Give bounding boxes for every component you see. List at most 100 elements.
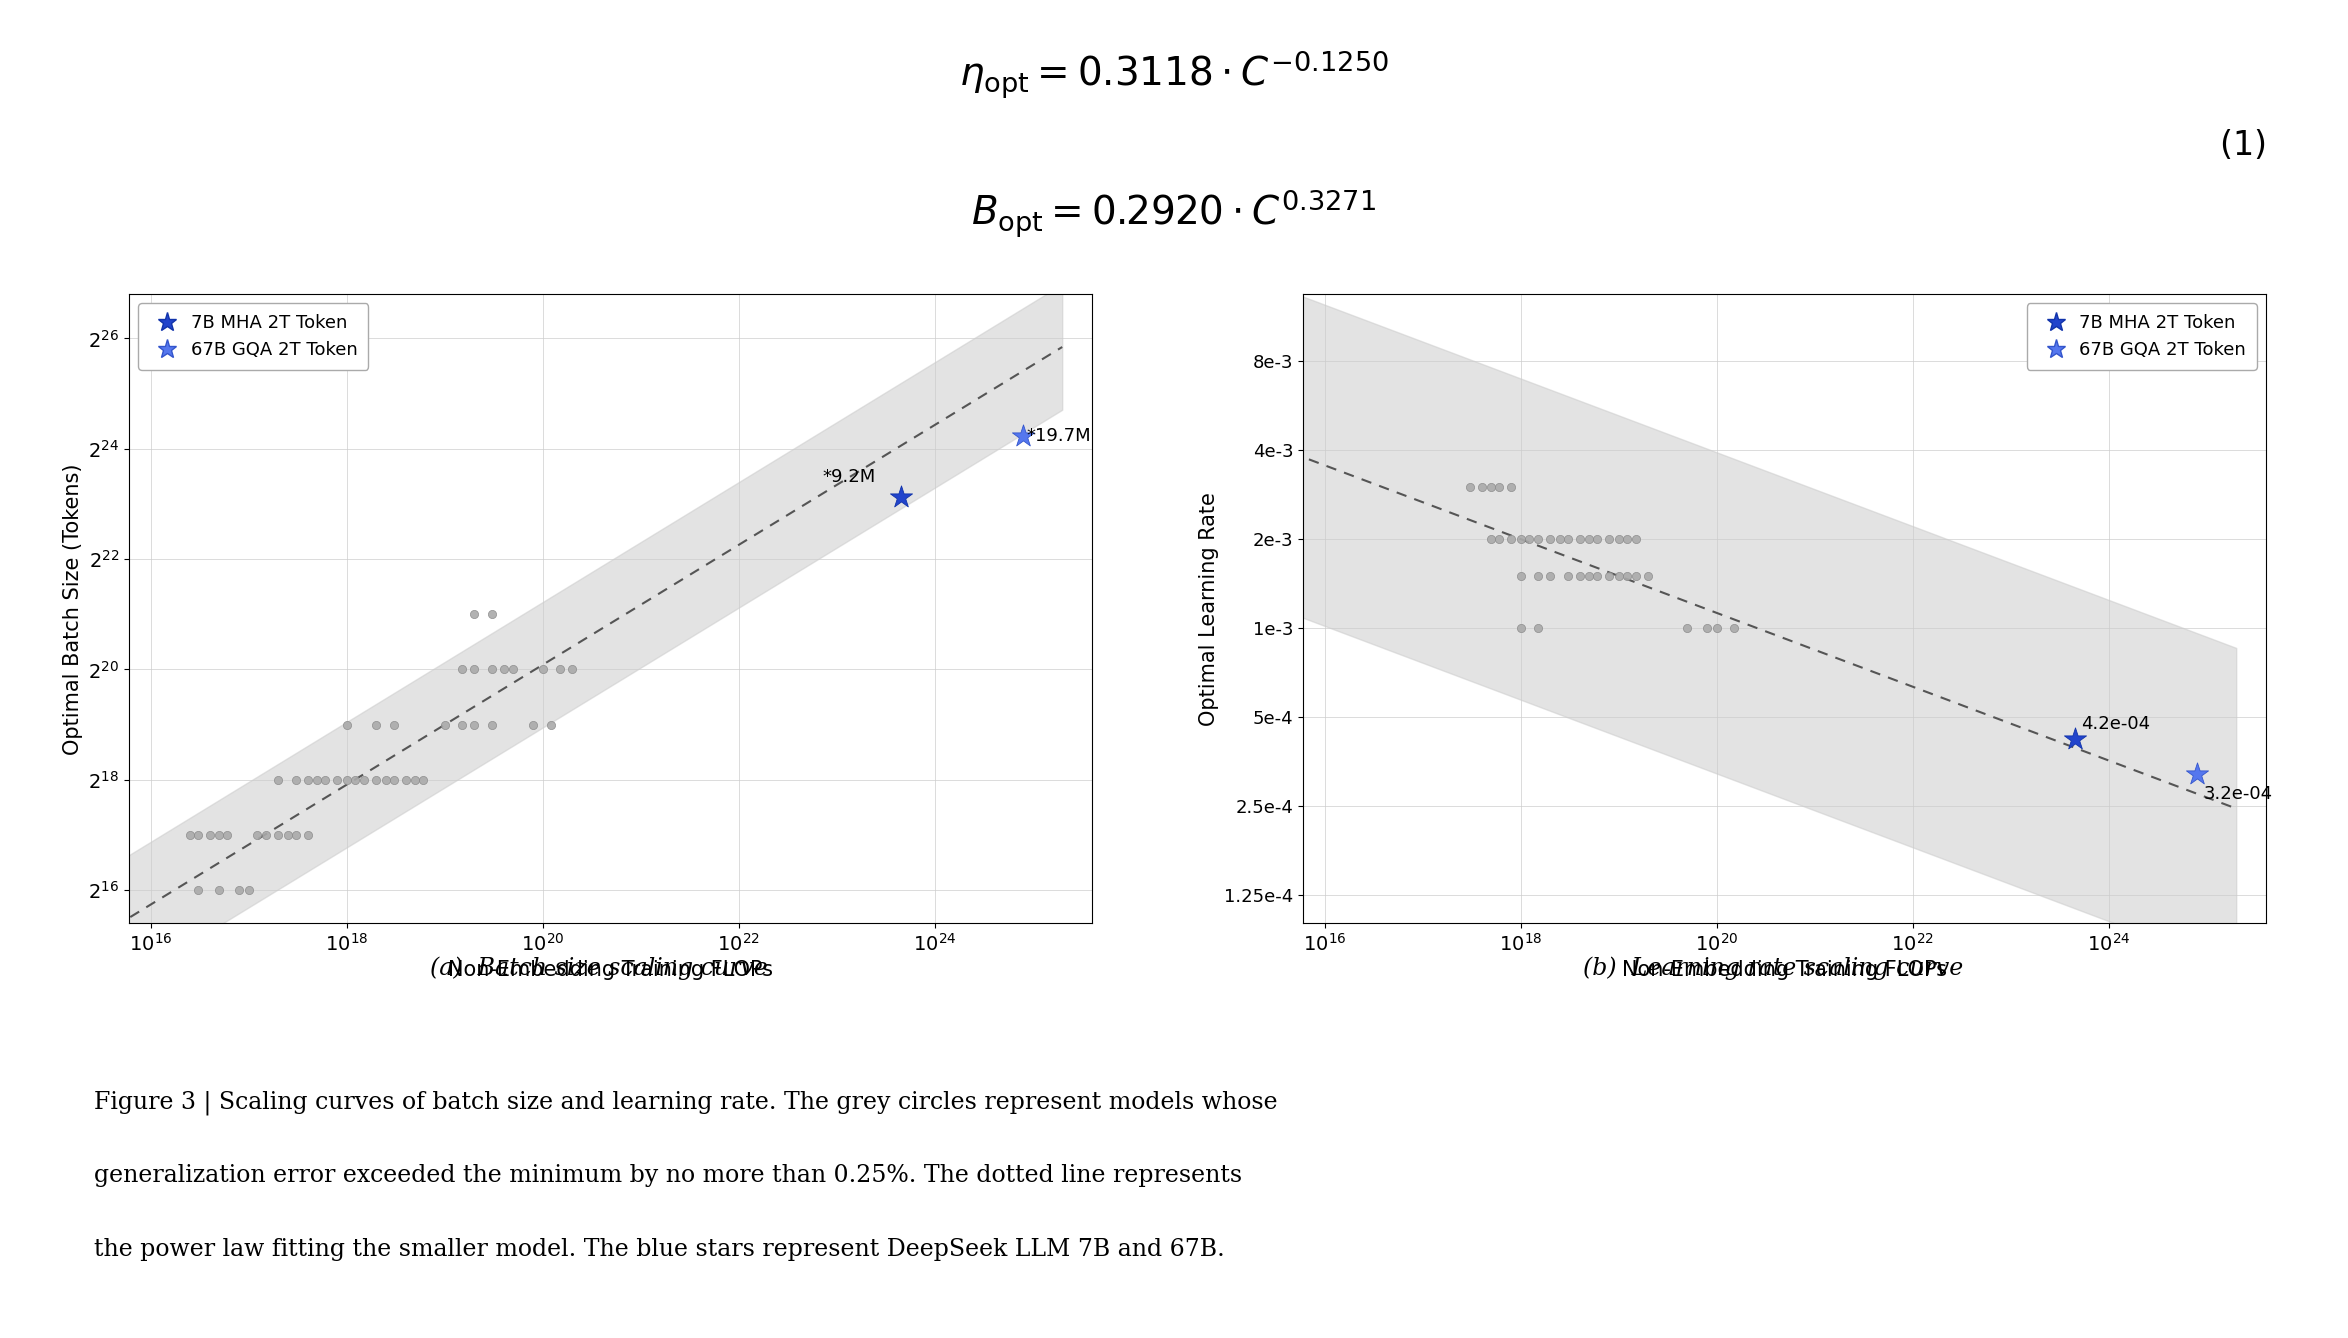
Point: [357, 769, 394, 791]
Point: [472, 603, 510, 625]
Point: [1561, 529, 1599, 550]
Text: (b)  Learning rate scaling curve: (b) Learning rate scaling curve: [1583, 957, 1963, 981]
Point: [397, 769, 434, 791]
Point: [444, 658, 481, 680]
Point: [171, 824, 209, 846]
Text: Figure 3 | Scaling curves of batch size and learning rate. The grey circles repr: Figure 3 | Scaling curves of batch size …: [94, 1090, 1277, 1115]
Point: [237, 824, 275, 846]
Point: [1630, 566, 1667, 587]
Text: 4.2e-04: 4.2e-04: [2080, 714, 2151, 733]
Point: [2179, 764, 2217, 785]
Point: [1590, 529, 1627, 550]
Point: [533, 714, 571, 736]
Point: [1451, 476, 1489, 498]
Point: [514, 714, 552, 736]
Point: [376, 714, 413, 736]
Point: [1463, 476, 1500, 498]
Point: [1531, 566, 1568, 587]
Point: [190, 824, 228, 846]
Point: [1590, 566, 1627, 587]
Point: [387, 769, 425, 791]
Point: [277, 769, 315, 791]
Point: [1510, 529, 1547, 550]
Point: [329, 769, 366, 791]
Point: [289, 769, 326, 791]
Text: (a)  Batch size scaling curve: (a) Batch size scaling curve: [430, 957, 768, 981]
Point: [319, 769, 357, 791]
Point: [1503, 617, 1540, 638]
Point: [209, 824, 247, 846]
Point: [554, 658, 592, 680]
Point: [329, 714, 366, 736]
Text: generalization error exceeded the minimum by no more than 0.25%. The dotted line: generalization error exceeded the minimu…: [94, 1164, 1242, 1187]
Point: [298, 769, 336, 791]
X-axis label: Non-Embedding Training FLOPs: Non-Embedding Training FLOPs: [1622, 961, 1946, 981]
Point: [1479, 529, 1517, 550]
Legend: 7B MHA 2T Token, 67B GQA 2T Token: 7B MHA 2T Token, 67B GQA 2T Token: [2026, 304, 2256, 371]
Point: [1599, 566, 1637, 587]
Point: [1540, 529, 1578, 550]
Point: [336, 769, 373, 791]
Text: $(1)$: $(1)$: [2219, 127, 2266, 162]
Point: [1578, 566, 1615, 587]
Point: [456, 603, 493, 625]
Point: [270, 824, 308, 846]
Text: $B_{\mathrm{opt}} = 0.2920 \cdot C^{0.3271}$: $B_{\mathrm{opt}} = 0.2920 \cdot C^{0.32…: [972, 187, 1376, 241]
Point: [1571, 566, 1608, 587]
Point: [1669, 617, 1707, 638]
Point: [472, 714, 510, 736]
Point: [456, 658, 493, 680]
Point: [883, 486, 920, 507]
Point: [376, 769, 413, 791]
Point: [345, 769, 383, 791]
Point: [1561, 566, 1599, 587]
Point: [1698, 617, 1735, 638]
Legend: 7B MHA 2T Token, 67B GQA 2T Token: 7B MHA 2T Token, 67B GQA 2T Token: [139, 304, 369, 371]
Point: [1688, 617, 1726, 638]
Point: [456, 714, 493, 736]
Text: $\eta_{\mathrm{opt}} = 0.3118 \cdot C^{-0.1250}$: $\eta_{\mathrm{opt}} = 0.3118 \cdot C^{-…: [958, 48, 1390, 102]
Point: [221, 879, 258, 900]
X-axis label: Non-Embedding Training FLOPs: Non-Embedding Training FLOPs: [448, 961, 772, 981]
Point: [1618, 529, 1655, 550]
Point: [1493, 529, 1531, 550]
Point: [178, 824, 216, 846]
Point: [200, 824, 237, 846]
Y-axis label: Optimal Batch Size (Tokens): Optimal Batch Size (Tokens): [63, 463, 82, 755]
Point: [486, 658, 524, 680]
Point: [200, 879, 237, 900]
Point: [1493, 476, 1531, 498]
Point: [1479, 476, 1517, 498]
Point: [1550, 529, 1587, 550]
Point: [1618, 566, 1655, 587]
Point: [261, 769, 298, 791]
Point: [247, 824, 284, 846]
Point: [1531, 529, 1568, 550]
Point: [289, 824, 326, 846]
Point: [1716, 617, 1754, 638]
Text: the power law fitting the smaller model. The blue stars represent DeepSeek LLM 7: the power law fitting the smaller model.…: [94, 1238, 1226, 1260]
Point: [1550, 566, 1587, 587]
Point: [1599, 529, 1637, 550]
Point: [1519, 566, 1557, 587]
Point: [495, 658, 533, 680]
Point: [277, 824, 315, 846]
Point: [357, 714, 394, 736]
Point: [1608, 566, 1646, 587]
Text: 3.2e-04: 3.2e-04: [2202, 785, 2273, 803]
Point: [366, 769, 404, 791]
Point: [230, 879, 268, 900]
Point: [2057, 728, 2094, 749]
Point: [1472, 529, 1510, 550]
Point: [444, 714, 481, 736]
Point: [1519, 617, 1557, 638]
Point: [425, 714, 463, 736]
Text: *19.7M: *19.7M: [1026, 427, 1092, 446]
Point: [524, 658, 561, 680]
Point: [472, 658, 510, 680]
Point: [261, 824, 298, 846]
Point: [542, 658, 580, 680]
Point: [1519, 529, 1557, 550]
Point: [1503, 566, 1540, 587]
Point: [1578, 529, 1615, 550]
